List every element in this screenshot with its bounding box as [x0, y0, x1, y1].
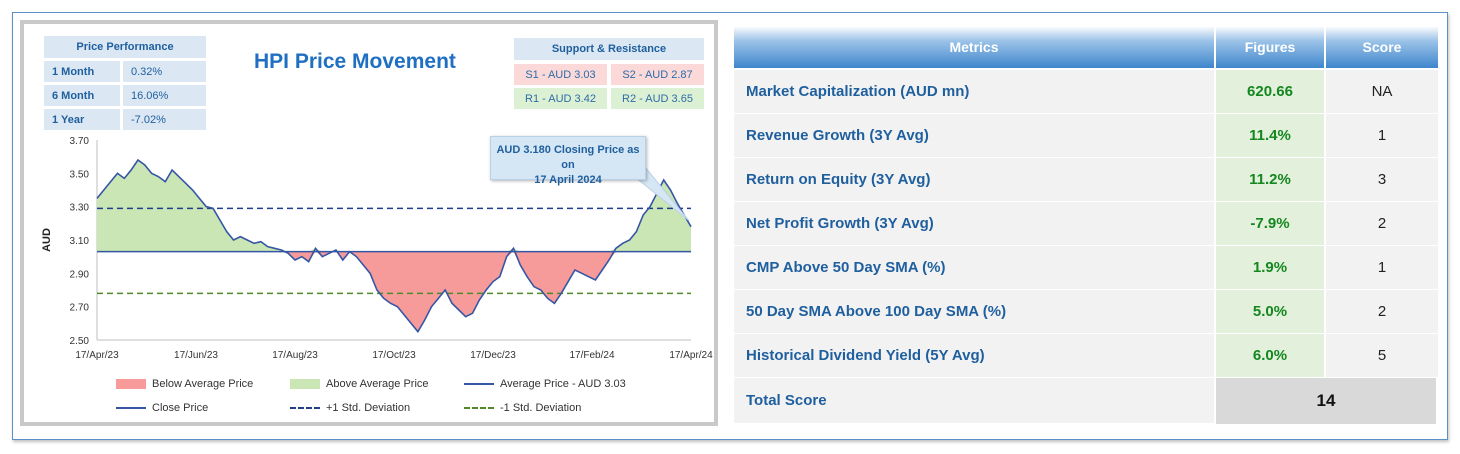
legend-below-label: Below Average Price [152, 378, 254, 390]
metric-figure: 620.66 [1214, 70, 1324, 114]
chart-panel: 3.70 3.50 3.30 3.10 2.90 2.70 2.50 17/Apr/23 17/… [20, 20, 718, 426]
callout-line-2: 17 April 2024 [534, 174, 602, 186]
support-resistance-header: Support & Resistance [514, 38, 704, 60]
table-row: 50 Day SMA Above 100 Day SMA (%) 5.0% 2 [734, 290, 1438, 334]
support-s1: S1 - AUD 3.03 [514, 64, 607, 85]
resistance-r1: R1 - AUD 3.42 [514, 88, 607, 109]
y-tick-label: 3.10 [70, 236, 90, 247]
table-row: Return on Equity (3Y Avg) 11.2% 3 [734, 158, 1438, 202]
metric-figure: 11.4% [1214, 114, 1324, 158]
legend-average-swatch [464, 383, 494, 385]
total-score-label: Total Score [734, 378, 1214, 424]
table-row: Historical Dividend Yield (5Y Avg) 6.0% … [734, 334, 1438, 378]
legend-below: Below Average Price [116, 378, 253, 390]
pp-value-6m: 16.06% [123, 85, 206, 106]
price-chart: 3.70 3.50 3.30 3.10 2.90 2.70 2.50 17/Apr/23 17/… [41, 136, 713, 361]
total-score-value: 14 [1214, 378, 1436, 424]
pp-label-1y: 1 Year [44, 109, 120, 130]
resistance-r2: R2 - AUD 3.65 [611, 88, 704, 109]
x-tick-label: 17/Dec/23 [470, 350, 516, 361]
callout-line-1: AUD 3.180 Closing Price as on [496, 144, 640, 171]
metric-figure: 1.9% [1214, 246, 1324, 290]
x-tick-label: 17/Aug/23 [272, 350, 318, 361]
close-price-line [96, 158, 692, 334]
header-metrics: Metrics [734, 26, 1214, 69]
legend-plus-std-swatch [290, 407, 320, 409]
metric-figure: 11.2% [1214, 158, 1324, 202]
pp-label-1m: 1 Month [44, 61, 120, 82]
metrics-header-row: Metrics Figures Score [734, 26, 1438, 69]
y-tick-label: 2.70 [70, 303, 90, 314]
x-tick-label: 17/Apr/23 [75, 350, 119, 361]
x-tick-label: 17/Apr/24 [669, 350, 713, 361]
y-tick-label: 2.50 [70, 336, 90, 347]
metric-score: 2 [1324, 290, 1438, 334]
legend-above-label: Above Average Price [326, 378, 429, 390]
metric-figure: 5.0% [1214, 290, 1324, 334]
legend-plus-std-label: +1 Std. Deviation [326, 402, 411, 414]
chart-title: HPI Price Movement [254, 50, 456, 73]
legend-above: Above Average Price [290, 378, 429, 390]
x-tick-label: 17/Feb/24 [569, 350, 614, 361]
legend-above-swatch [290, 379, 320, 389]
metric-name: Market Capitalization (AUD mn) [734, 70, 1214, 114]
pp-value-1y: -7.02% [123, 109, 206, 130]
metric-figure: -7.9% [1214, 202, 1324, 246]
legend-average: Average Price - AUD 3.03 [464, 378, 626, 390]
support-s2: S2 - AUD 2.87 [611, 64, 704, 85]
table-row: Net Profit Growth (3Y Avg) -7.9% 2 [734, 202, 1438, 246]
y-tick-label: 3.70 [70, 136, 90, 147]
metric-score: 1 [1324, 246, 1438, 290]
legend-minus-std: -1 Std. Deviation [464, 402, 581, 414]
metric-score: 2 [1324, 202, 1438, 246]
pp-label-6m: 6 Month [44, 85, 120, 106]
metric-score: 3 [1324, 158, 1438, 202]
metric-figure: 6.0% [1214, 334, 1324, 378]
metric-score: 5 [1324, 334, 1438, 378]
y-tick-label: 3.50 [70, 169, 90, 180]
metric-name: Revenue Growth (3Y Avg) [734, 114, 1214, 158]
x-tick-label: 17/Jun/23 [174, 350, 218, 361]
metric-name: Net Profit Growth (3Y Avg) [734, 202, 1214, 246]
y-axis-label: AUD [41, 228, 53, 252]
legend-close-label: Close Price [152, 402, 209, 414]
y-tick-label: 2.90 [70, 269, 90, 280]
table-row: CMP Above 50 Day SMA (%) 1.9% 1 [734, 246, 1438, 290]
header-score: Score [1324, 26, 1438, 69]
table-row: Revenue Growth (3Y Avg) 11.4% 1 [734, 114, 1438, 158]
price-performance-header: Price Performance [44, 36, 206, 58]
y-tick-label: 3.30 [70, 203, 90, 214]
header-figures: Figures [1214, 26, 1324, 69]
metric-score: NA [1324, 70, 1438, 114]
x-tick-label: 17/Oct/23 [372, 350, 416, 361]
legend-minus-std-label: -1 Std. Deviation [500, 402, 582, 414]
legend-plus-std: +1 Std. Deviation [290, 402, 410, 414]
legend-below-swatch [116, 379, 146, 389]
table-row: Market Capitalization (AUD mn) 620.66 NA [734, 70, 1438, 114]
metric-name: CMP Above 50 Day SMA (%) [734, 246, 1214, 290]
legend-minus-std-swatch [464, 407, 494, 409]
closing-price-callout: AUD 3.180 Closing Price as on 17 April 2… [490, 136, 646, 186]
legend-average-label: Average Price - AUD 3.03 [500, 378, 626, 390]
metric-name: 50 Day SMA Above 100 Day SMA (%) [734, 290, 1214, 334]
metric-name: Return on Equity (3Y Avg) [734, 158, 1214, 202]
metric-name: Historical Dividend Yield (5Y Avg) [734, 334, 1214, 378]
below-average-area [97, 251, 691, 332]
legend-close: Close Price [116, 402, 208, 414]
legend-close-swatch [116, 407, 146, 409]
above-average-area [97, 160, 691, 252]
metric-score: 1 [1324, 114, 1438, 158]
pp-value-1m: 0.32% [123, 61, 206, 82]
total-score-row: Total Score 14 [734, 378, 1438, 424]
